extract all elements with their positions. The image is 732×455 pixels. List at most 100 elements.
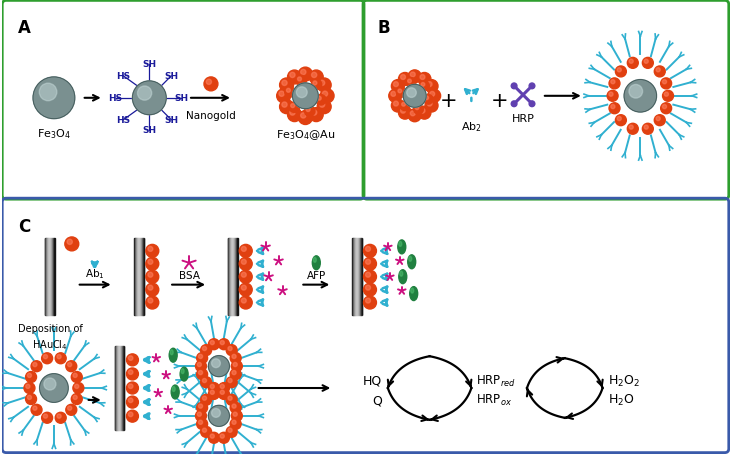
Circle shape bbox=[212, 359, 220, 368]
Circle shape bbox=[127, 382, 138, 394]
Circle shape bbox=[201, 426, 212, 437]
Circle shape bbox=[26, 372, 37, 383]
Circle shape bbox=[73, 395, 77, 399]
Circle shape bbox=[42, 412, 53, 423]
Circle shape bbox=[365, 260, 370, 265]
Circle shape bbox=[408, 110, 421, 122]
Circle shape bbox=[146, 283, 159, 296]
Text: Ab$_2$: Ab$_2$ bbox=[461, 121, 482, 134]
Circle shape bbox=[427, 102, 432, 107]
Circle shape bbox=[364, 245, 376, 258]
Circle shape bbox=[301, 70, 306, 76]
Circle shape bbox=[319, 81, 325, 86]
Circle shape bbox=[71, 372, 82, 383]
Circle shape bbox=[305, 106, 315, 117]
Circle shape bbox=[418, 107, 431, 120]
Circle shape bbox=[33, 363, 37, 367]
Circle shape bbox=[297, 78, 302, 82]
Circle shape bbox=[644, 126, 649, 130]
Circle shape bbox=[654, 67, 665, 78]
Circle shape bbox=[427, 82, 432, 87]
Circle shape bbox=[364, 296, 376, 309]
Circle shape bbox=[629, 126, 633, 130]
Circle shape bbox=[230, 402, 241, 413]
Circle shape bbox=[40, 374, 68, 402]
Circle shape bbox=[24, 383, 35, 394]
Circle shape bbox=[198, 404, 203, 408]
Text: H$_2$O$_2$: H$_2$O$_2$ bbox=[608, 373, 640, 388]
Circle shape bbox=[421, 83, 425, 87]
Circle shape bbox=[195, 410, 206, 421]
Circle shape bbox=[299, 111, 313, 125]
Circle shape bbox=[616, 67, 627, 78]
Circle shape bbox=[230, 353, 241, 364]
Circle shape bbox=[627, 58, 638, 69]
Circle shape bbox=[66, 404, 77, 415]
Circle shape bbox=[239, 245, 253, 258]
Circle shape bbox=[311, 80, 321, 91]
Circle shape bbox=[320, 90, 334, 104]
Circle shape bbox=[400, 76, 406, 80]
Circle shape bbox=[128, 412, 133, 417]
Circle shape bbox=[201, 345, 212, 356]
Circle shape bbox=[407, 89, 417, 98]
Circle shape bbox=[230, 369, 241, 380]
Circle shape bbox=[306, 108, 310, 112]
Ellipse shape bbox=[400, 272, 403, 277]
Circle shape bbox=[299, 68, 313, 82]
Circle shape bbox=[127, 410, 138, 422]
Circle shape bbox=[128, 398, 133, 403]
Text: HS: HS bbox=[116, 72, 130, 81]
Circle shape bbox=[201, 377, 212, 388]
Circle shape bbox=[198, 354, 203, 359]
Circle shape bbox=[27, 395, 31, 399]
Circle shape bbox=[629, 60, 633, 64]
Circle shape bbox=[242, 286, 246, 290]
Circle shape bbox=[148, 286, 153, 290]
Circle shape bbox=[289, 103, 299, 113]
Circle shape bbox=[33, 406, 37, 410]
Circle shape bbox=[210, 384, 214, 389]
Circle shape bbox=[609, 104, 620, 115]
Circle shape bbox=[609, 93, 613, 97]
Circle shape bbox=[661, 104, 671, 115]
Circle shape bbox=[228, 428, 232, 432]
Circle shape bbox=[65, 238, 79, 251]
Circle shape bbox=[364, 271, 376, 283]
Circle shape bbox=[398, 73, 411, 86]
Circle shape bbox=[425, 81, 438, 93]
Circle shape bbox=[242, 247, 246, 252]
Circle shape bbox=[226, 377, 237, 388]
Text: +: + bbox=[440, 91, 458, 111]
Circle shape bbox=[418, 73, 431, 86]
Circle shape bbox=[365, 273, 370, 278]
Circle shape bbox=[411, 73, 415, 78]
Circle shape bbox=[232, 404, 236, 408]
Circle shape bbox=[231, 361, 242, 372]
Circle shape bbox=[282, 81, 287, 86]
Circle shape bbox=[662, 91, 673, 102]
Circle shape bbox=[197, 369, 208, 380]
Text: Nanogold: Nanogold bbox=[186, 111, 236, 121]
Circle shape bbox=[209, 339, 220, 350]
Circle shape bbox=[402, 103, 406, 107]
Circle shape bbox=[127, 368, 138, 380]
Ellipse shape bbox=[411, 288, 414, 293]
Circle shape bbox=[301, 114, 306, 119]
Circle shape bbox=[430, 92, 435, 97]
Circle shape bbox=[629, 85, 643, 99]
Circle shape bbox=[198, 420, 203, 425]
Circle shape bbox=[128, 384, 133, 389]
Circle shape bbox=[26, 384, 30, 389]
Ellipse shape bbox=[169, 349, 177, 362]
Circle shape bbox=[411, 111, 415, 116]
Circle shape bbox=[288, 108, 302, 122]
Circle shape bbox=[609, 79, 620, 90]
Circle shape bbox=[71, 394, 82, 404]
Text: BSA: BSA bbox=[179, 270, 200, 280]
Circle shape bbox=[312, 111, 317, 116]
Circle shape bbox=[209, 432, 220, 443]
Circle shape bbox=[427, 90, 441, 103]
Text: C: C bbox=[18, 217, 31, 236]
Circle shape bbox=[415, 106, 419, 111]
